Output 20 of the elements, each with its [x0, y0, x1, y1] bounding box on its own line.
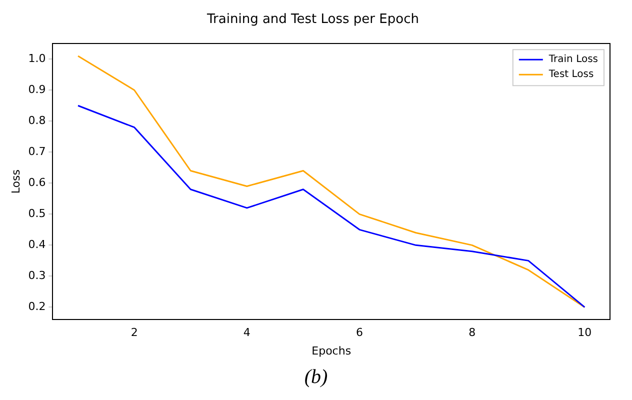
x-tick-label: 6: [356, 326, 363, 340]
y-tick-label: 0.8: [28, 114, 46, 127]
y-tick-label: 0.3: [28, 269, 46, 282]
x-axis-title: Epochs: [312, 344, 352, 358]
x-tick-label: 4: [243, 326, 250, 340]
y-axis-title: Loss: [9, 169, 22, 194]
y-tick-label: 0.6: [28, 176, 46, 190]
text: (b): [303, 366, 329, 389]
x-tick-label: 8: [468, 326, 476, 340]
y-tick-label: 0.5: [28, 207, 46, 220]
y-tick-label: 0.4: [28, 238, 46, 252]
legend-label: Test Loss: [548, 69, 594, 80]
y-tick-label: 0.9: [28, 82, 46, 96]
y-tick-label: 0.2: [28, 300, 46, 314]
legend-label: Train Loss: [548, 54, 598, 66]
y-tick-label: 0.7: [28, 145, 46, 158]
chart-title: Training and Test Loss per Epoch: [206, 12, 419, 28]
y-tick-label: 1.0: [28, 52, 46, 65]
x-tick-label: 10: [578, 326, 592, 340]
x-tick-label: 2: [130, 326, 138, 340]
